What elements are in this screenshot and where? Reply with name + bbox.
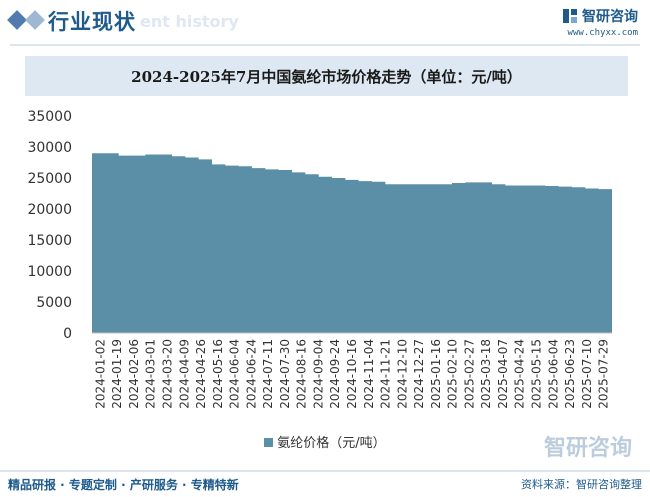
data-point (145, 154, 158, 333)
brand-url: www.chyxx.com (567, 28, 638, 38)
data-point (305, 174, 318, 333)
data-point (159, 154, 172, 333)
chart-title: 2024-2025年7月中国氨纶市场价格走势（单位：元/吨） (131, 68, 522, 86)
data-point (585, 189, 598, 333)
x-tick-label: 2024-02-06 (127, 339, 141, 409)
data-point (345, 180, 358, 333)
footer-source: 资料来源：智研咨询整理 (521, 478, 642, 491)
x-tick-label: 2025-07-29 (597, 339, 611, 409)
chart-legend: 氨纶价格（元/吨） (0, 432, 650, 451)
data-point (479, 182, 492, 333)
data-point (172, 156, 185, 333)
data-point (385, 184, 398, 333)
x-tick-label: 2024-07-30 (278, 339, 292, 409)
x-tick-label: 2024-03-01 (144, 339, 158, 409)
x-tick-label: 2025-04-07 (496, 339, 510, 409)
data-point (252, 168, 265, 333)
series-area (92, 153, 612, 333)
data-point (399, 184, 412, 333)
data-point (212, 164, 225, 333)
top-header: ent history 行业现状 智研咨询 www.chyxx.com (0, 0, 650, 44)
x-tick-label: 2024-06-04 (228, 339, 242, 409)
brand-name: 智研咨询 (582, 9, 638, 25)
data-point (572, 187, 585, 333)
x-tick-label: 2024-04-09 (177, 339, 191, 409)
x-tick-label: 2024-01-02 (93, 339, 107, 409)
data-point (372, 182, 385, 333)
x-tick-label: 2024-12-27 (412, 339, 426, 409)
data-point (92, 153, 105, 333)
chart-title-band (25, 56, 628, 96)
data-point (425, 184, 438, 333)
data-point (265, 169, 278, 333)
data-point (412, 184, 425, 333)
footer: 精品研报 · 专题定制 · 产研服务 · 专精特新 资料来源：智研咨询整理 (0, 470, 650, 497)
x-tick-label: 2024-04-26 (194, 339, 208, 409)
x-tick-label: 2024-11-04 (362, 339, 376, 409)
x-tick-label: 2024-12-10 (395, 339, 409, 409)
data-point (465, 182, 478, 333)
x-tick-label: 2024-09-04 (312, 339, 326, 409)
data-point (452, 183, 465, 333)
data-point (532, 185, 545, 333)
brand-logo-icon (563, 9, 577, 23)
footer-services: 精品研报 · 专题定制 · 产研服务 · 专精特新 (8, 478, 239, 492)
brand: 智研咨询 www.chyxx.com (562, 6, 638, 38)
data-point (132, 156, 145, 333)
data-point (559, 187, 572, 333)
legend-swatch (264, 438, 274, 447)
data-point (319, 177, 332, 333)
data-point (105, 153, 118, 333)
data-point (519, 185, 532, 333)
data-point (185, 158, 198, 333)
data-point (292, 172, 305, 333)
data-point (505, 185, 518, 333)
x-tick-label: 2025-06-23 (563, 339, 577, 409)
data-point (359, 181, 372, 333)
x-tick-label: 2024-03-20 (161, 339, 175, 409)
chart-plot: 0 5000 10000 15000 20000 25000 30000 35000 2024-… (27, 109, 612, 409)
x-tick-label: 2024-10-16 (345, 339, 359, 409)
section-title: 行业现状 (48, 10, 136, 34)
data-point (492, 184, 505, 333)
x-tick-label: 2024-07-11 (261, 339, 275, 409)
header-divider (10, 44, 640, 46)
x-tick-label: 2024-08-16 (295, 339, 309, 409)
x-tick-label: 2025-03-18 (479, 339, 493, 409)
y-tick-label: 10000 (27, 264, 72, 280)
section-ghost-text: ent history (140, 12, 239, 31)
data-point (199, 159, 212, 333)
x-tick-label: 2024-06-24 (244, 339, 258, 409)
y-tick-label: 15000 (27, 233, 72, 249)
y-tick-label: 25000 (27, 171, 72, 187)
y-tick-label: 30000 (27, 140, 72, 156)
data-point (239, 166, 252, 333)
y-tick-label: 5000 (36, 295, 72, 311)
y-tick-label: 35000 (27, 109, 72, 125)
data-point (599, 189, 612, 333)
y-tick-label: 20000 (27, 202, 72, 218)
y-tick-label: 0 (63, 326, 72, 342)
data-point (225, 166, 238, 333)
x-tick-label: 2025-06-04 (546, 339, 560, 409)
x-tick-label: 2025-02-10 (446, 339, 460, 409)
data-point (439, 184, 452, 333)
x-tick-label: 2025-04-24 (513, 339, 527, 409)
x-tick-label: 2024-11-21 (379, 339, 393, 409)
data-point (545, 186, 558, 333)
x-tick-label: 2025-01-16 (429, 339, 443, 409)
x-tick-label: 2025-05-15 (530, 339, 544, 409)
x-tick-label: 2024-05-16 (211, 339, 225, 409)
x-tick-label: 2025-02-27 (462, 339, 476, 409)
x-tick-label: 2024-09-24 (328, 339, 342, 409)
legend-label: 氨纶价格（元/吨） (277, 436, 386, 451)
data-point (119, 156, 132, 333)
data-point (332, 178, 345, 333)
x-tick-label: 2025-07-10 (580, 339, 594, 409)
x-tick-label: 2024-01-19 (110, 339, 124, 409)
data-point (279, 170, 292, 333)
